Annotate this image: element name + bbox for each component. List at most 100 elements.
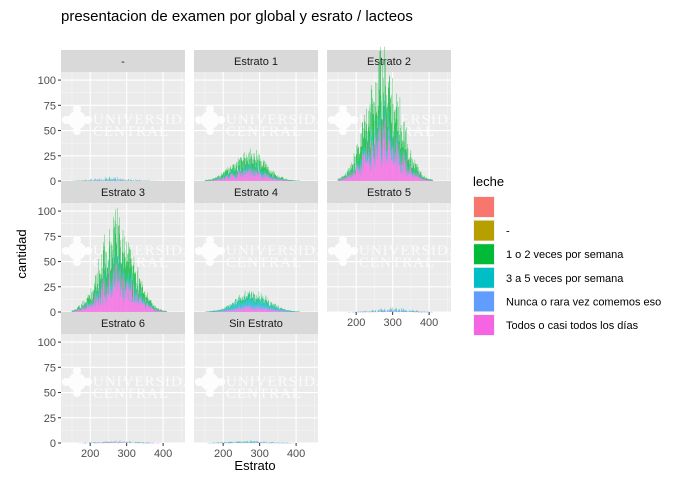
watermark-text: UNIVERSIDAD xyxy=(359,243,473,259)
watermark-logo-icon xyxy=(339,236,347,244)
watermark-logo-icon xyxy=(350,247,358,255)
watermark-text: UNIVERSIDAD xyxy=(93,112,207,128)
watermark-logo-icon xyxy=(73,127,81,135)
facet-strip xyxy=(194,50,318,72)
facet-strip-label: Estrato 2 xyxy=(367,56,411,68)
watermark-logo-icon xyxy=(206,127,214,135)
watermark-logo-icon xyxy=(334,111,352,129)
facet-strip-label: Estrato 6 xyxy=(101,318,145,330)
y-tick-label: 100 xyxy=(38,75,56,87)
watermark-logo-icon xyxy=(350,116,358,124)
watermark-logo-icon xyxy=(73,105,81,113)
facet-panel: Estrato 2UNIVERSIDADCENTRAL xyxy=(327,46,472,182)
watermark-logo-icon xyxy=(339,105,347,113)
facet-strip-label: Estrato 1 xyxy=(234,56,278,68)
y-tick-label: 100 xyxy=(38,206,56,218)
histogram-bars xyxy=(347,307,433,313)
watermark-text: UNIVERSIDAD xyxy=(93,243,207,259)
watermark-logo-icon xyxy=(68,242,86,260)
facet-strip-label: Estrato 3 xyxy=(101,187,145,199)
watermark-logo-icon xyxy=(84,116,92,124)
facet-strip xyxy=(61,181,185,203)
watermark-text: UNIVERSIDAD xyxy=(93,374,207,390)
x-tick-label: 400 xyxy=(420,317,438,329)
watermark-text: CENTRAL xyxy=(226,255,302,271)
facet-strip xyxy=(61,50,185,72)
watermark-text: UNIVERSIDAD xyxy=(226,112,340,128)
watermark-logo-icon xyxy=(201,111,219,129)
watermark-logo-icon xyxy=(195,247,203,255)
watermark-logo-icon xyxy=(73,236,81,244)
watermark-text: CENTRAL xyxy=(359,255,435,271)
watermark-logo-icon xyxy=(328,116,336,124)
watermark-text: CENTRAL xyxy=(93,124,169,140)
histogram-bars xyxy=(204,148,300,182)
histogram-bars xyxy=(77,440,160,444)
watermark-logo-icon xyxy=(73,389,81,397)
histogram-bars xyxy=(71,207,167,313)
watermark-logo-icon xyxy=(84,378,92,386)
watermark-text: UNIVERSIDAD xyxy=(226,243,340,259)
watermark-logo-icon xyxy=(62,116,70,124)
facet-strip-label: Estrato 5 xyxy=(367,187,411,199)
watermark-logo-icon xyxy=(217,247,225,255)
watermark-logo-icon xyxy=(334,242,352,260)
chart-title: presentacion de examen por global y esra… xyxy=(61,8,413,25)
watermark-logo-icon xyxy=(68,373,86,391)
watermark-logo-icon xyxy=(195,116,203,124)
watermark-logo-icon xyxy=(339,258,347,266)
watermark-logo-icon xyxy=(73,367,81,375)
watermark-logo-icon xyxy=(84,247,92,255)
facet-strip xyxy=(61,312,185,334)
watermark-logo-icon xyxy=(62,247,70,255)
facet-strip xyxy=(327,50,451,72)
y-tick-label: 25 xyxy=(44,151,56,163)
watermark-logo-icon xyxy=(62,378,70,386)
x-tick-label: 200 xyxy=(347,317,365,329)
facet-strip-label: - xyxy=(121,56,125,68)
y-tick-label: 50 xyxy=(44,126,56,138)
watermark-text: CENTRAL xyxy=(226,124,302,140)
facet-panel: Estrato 6UNIVERSIDADCENTRAL0255075100200… xyxy=(38,312,207,460)
y-tick-label: 25 xyxy=(44,282,56,294)
watermark-logo-icon xyxy=(201,242,219,260)
watermark-logo-icon xyxy=(206,105,214,113)
facet-strip-label: Estrato 4 xyxy=(234,187,278,199)
y-tick-label: 75 xyxy=(44,100,56,112)
histogram-bars xyxy=(204,290,300,313)
watermark-logo-icon xyxy=(328,247,336,255)
y-tick-label: 75 xyxy=(44,231,56,243)
watermark-logo-icon xyxy=(73,258,81,266)
watermark-text: CENTRAL xyxy=(93,386,169,402)
y-tick-label: 0 xyxy=(50,176,56,188)
watermark-logo-icon xyxy=(339,127,347,135)
y-tick-label: 0 xyxy=(50,307,56,319)
facet-strip xyxy=(327,181,451,203)
facet-strip xyxy=(194,181,318,203)
x-tick-label: 300 xyxy=(383,317,401,329)
watermark-logo-icon xyxy=(68,111,86,129)
watermark-logo-icon xyxy=(206,236,214,244)
y-tick-label: 50 xyxy=(44,257,56,269)
watermark-logo-icon xyxy=(206,258,214,266)
watermark-logo-icon xyxy=(217,116,225,124)
